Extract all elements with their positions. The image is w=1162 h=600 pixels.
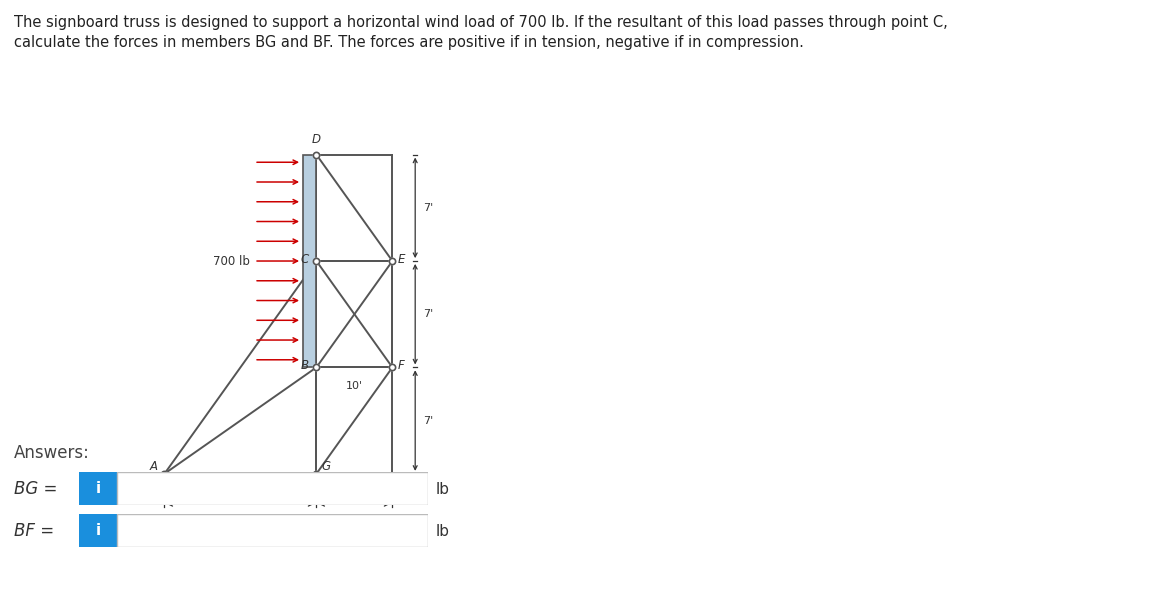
Text: 10': 10' [232,515,249,525]
Bar [117,514,428,547]
Text: E: E [397,253,406,266]
Text: 7': 7' [423,203,433,213]
Text: The signboard truss is designed to support a horizontal wind load of 700 lb. If : The signboard truss is designed to suppo… [14,15,948,30]
Polygon shape [153,474,175,489]
Text: lb: lb [436,523,450,539]
Text: 10': 10' [346,380,363,391]
Bar [79,514,117,547]
Text: Answers:: Answers: [14,444,89,462]
Bar [303,155,316,367]
Text: BG =: BG = [14,480,57,498]
Text: 700 lb: 700 lb [213,254,250,268]
Text: C: C [300,253,308,266]
Text: B: B [300,359,308,373]
Text: 5': 5' [350,515,359,525]
Polygon shape [306,474,327,489]
Text: calculate the forces in members BG and BF. The forces are positive if in tension: calculate the forces in members BG and B… [14,35,804,50]
Text: i: i [95,481,101,496]
Text: F: F [399,359,404,373]
Text: 7': 7' [423,309,433,319]
Text: G: G [321,460,330,473]
Bar [117,472,428,505]
Text: BF =: BF = [14,522,55,540]
Text: A: A [150,460,158,473]
Text: i: i [95,523,101,538]
Text: 7': 7' [423,416,433,425]
Text: lb: lb [436,481,450,497]
Bar [79,472,117,505]
Text: D: D [311,133,321,146]
